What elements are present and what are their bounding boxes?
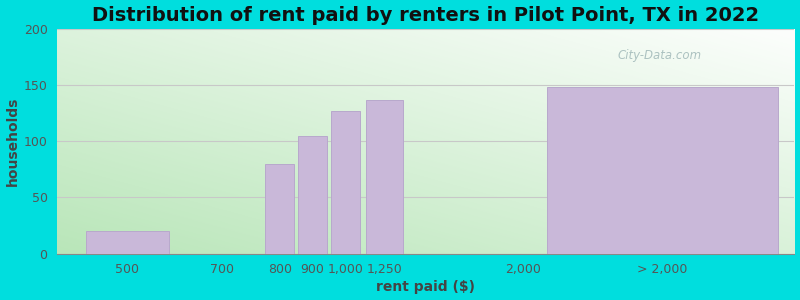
Bar	[331, 111, 360, 254]
Title: Distribution of rent paid by renters in Pilot Point, TX in 2022: Distribution of rent paid by renters in …	[92, 6, 759, 25]
Bar	[266, 164, 294, 254]
Text: City-Data.com: City-Data.com	[618, 49, 702, 62]
Bar	[298, 136, 327, 254]
Bar	[366, 100, 403, 254]
X-axis label: rent paid ($): rent paid ($)	[376, 280, 475, 294]
Bar	[547, 87, 778, 254]
Bar	[86, 231, 169, 254]
Y-axis label: households: households	[6, 97, 19, 186]
